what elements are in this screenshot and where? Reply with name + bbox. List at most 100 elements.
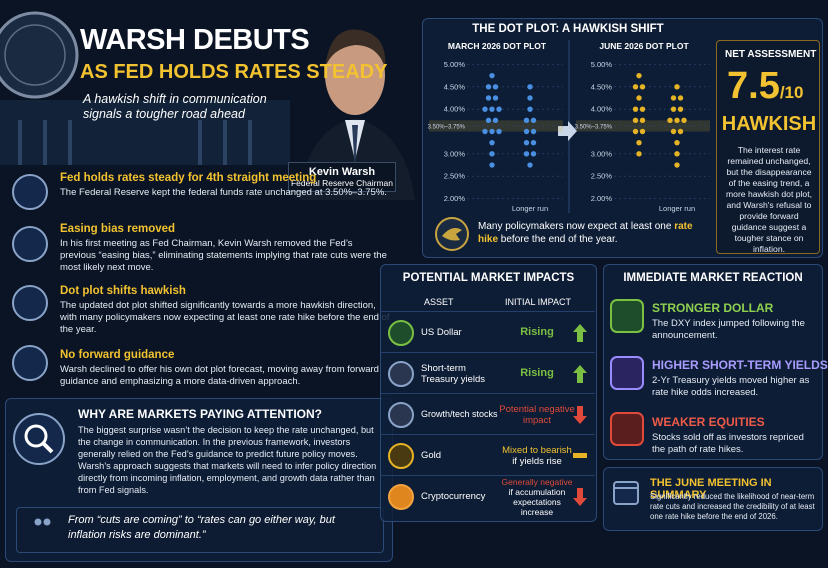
dot <box>527 84 533 90</box>
dot <box>670 95 677 101</box>
point-title: No forward guidance <box>60 349 175 361</box>
icon-bank <box>388 361 414 387</box>
reaction-item-body: The DXY index jumped following the annou… <box>652 318 805 341</box>
impact-row: Gold Mixed to bearish if yields rise <box>381 434 595 475</box>
point-body: In his first meeting as Fed Chairman, Ke… <box>60 238 387 273</box>
impact-row: Growth/tech stocks Potential negative imp… <box>381 393 595 434</box>
reaction-item-title: WEAKER EQUITIES <box>652 415 765 429</box>
y-tick-label: 4.50% <box>444 82 466 91</box>
dot <box>492 95 499 101</box>
y-tick-label: 3.50%–3.75% <box>428 124 466 130</box>
title-line-2: AS FED HOLDS RATES STEADY <box>80 61 388 83</box>
y-tick-label: 3.00% <box>444 149 466 158</box>
asset: Growth/tech stocks <box>421 409 498 419</box>
assessment-box: NET ASSESSMENT 7.5/10 HAWKISH The intere… <box>716 40 820 254</box>
icon-equities <box>610 412 644 446</box>
x-category-label: Longer run <box>512 204 548 213</box>
dot <box>670 128 677 135</box>
dot <box>492 84 499 90</box>
assessment-body: The interest rate remained unchanged, bu… <box>726 145 812 254</box>
highlight-band <box>576 120 710 132</box>
dot <box>482 106 488 112</box>
dot-plots: MARCH 2026 DOT PLOT 5.00% 4.50% 4.00% 3.50%–… <box>428 40 710 213</box>
y-tick-label: 2.00% <box>591 194 613 203</box>
impact-note: if yields rise <box>512 455 562 467</box>
y-tick-label: 2.50% <box>591 172 613 181</box>
y-tick-label: 2.00% <box>444 194 466 203</box>
dot <box>489 72 495 79</box>
point-title: Dot plot shifts hawkish <box>60 285 186 297</box>
icon-magnifier <box>13 413 65 465</box>
dot <box>632 84 639 90</box>
dot <box>530 151 537 157</box>
dot <box>523 139 530 146</box>
dot <box>667 117 673 124</box>
asset: Cryptocurrency <box>421 491 486 502</box>
y-tick-label: 4.00% <box>591 105 613 114</box>
dot <box>489 106 495 112</box>
dot <box>681 117 687 124</box>
arrow-down <box>573 488 587 506</box>
verdict: HAWKISH <box>721 113 817 135</box>
summary-body: Significantly reduced the likelihood of … <box>650 492 815 521</box>
reaction-item-body: 2-Yr Treasury yields moved higher as rat… <box>652 375 810 398</box>
col-header: ASSET <box>424 297 454 307</box>
dot <box>674 139 680 146</box>
impact-cell: Generally negative if accumulation expect… <box>496 476 578 517</box>
impact-cell: Mixed to bearish if yields rise <box>496 435 578 476</box>
asset: US Dollar <box>421 327 462 338</box>
y-tick-label: 2.50% <box>444 172 466 181</box>
icon-bitcoin <box>388 484 414 510</box>
fed-seal-inner <box>4 24 66 86</box>
plot-title: MARCH 2026 DOT PLOT <box>448 41 547 51</box>
dot <box>677 128 684 135</box>
dot <box>639 128 646 135</box>
header-art <box>0 11 415 200</box>
y-tick-label: 5.00% <box>591 60 613 69</box>
asset: Gold <box>421 450 442 461</box>
reaction-item-title: STRONGER DOLLAR <box>652 301 774 315</box>
dot <box>485 95 492 101</box>
dot <box>489 128 495 135</box>
dot <box>527 95 533 101</box>
dot <box>639 117 646 124</box>
note-text: before the end of the year. <box>498 234 618 245</box>
dot <box>670 106 677 112</box>
icon-bubble <box>12 226 48 262</box>
impact: Rising <box>520 326 554 338</box>
dot <box>530 117 537 124</box>
impact: Mixed to bearish <box>502 444 572 456</box>
score-scale: /10 <box>779 83 804 102</box>
dot <box>523 151 530 157</box>
point-body: The Federal Reserve kept the federal fun… <box>60 187 387 198</box>
dot <box>527 162 533 168</box>
point-body: The updated dot plot shifted significant… <box>60 300 390 335</box>
dot <box>636 151 642 157</box>
highlight-band <box>429 120 563 132</box>
dash <box>573 453 587 458</box>
person-name: Kevin Warsh <box>308 166 376 178</box>
building <box>0 100 290 165</box>
dot <box>482 128 488 135</box>
columns <box>18 120 252 165</box>
y-tick-label: 5.00% <box>444 60 466 69</box>
dot <box>496 106 502 112</box>
icon-yield <box>610 356 644 390</box>
quote: From “cuts are coming” to “rates can go … <box>68 514 335 541</box>
impact-row: Short-term Treasury yields Rising <box>381 352 595 393</box>
col-header: INITIAL IMPACT <box>505 297 572 307</box>
why-body: The biggest surprise wasn’t the decision… <box>78 425 377 495</box>
reaction-title: IMMEDIATE MARKET REACTION <box>623 272 803 284</box>
subtitle: A hawkish shift in communication signals… <box>83 92 267 121</box>
note-emphasis: rate hike <box>478 221 693 245</box>
dot <box>674 151 680 157</box>
why-title: WHY ARE MARKETS PAYING ATTENTION? <box>78 407 323 421</box>
quote-box <box>16 507 384 553</box>
icon-eagle <box>435 217 469 251</box>
fed-seal <box>0 11 79 99</box>
dot <box>674 84 680 90</box>
dot <box>530 139 537 146</box>
impact-row: US Dollar Rising <box>381 311 595 352</box>
face <box>325 35 385 115</box>
score-wrap: 7.5/10 <box>727 65 803 108</box>
